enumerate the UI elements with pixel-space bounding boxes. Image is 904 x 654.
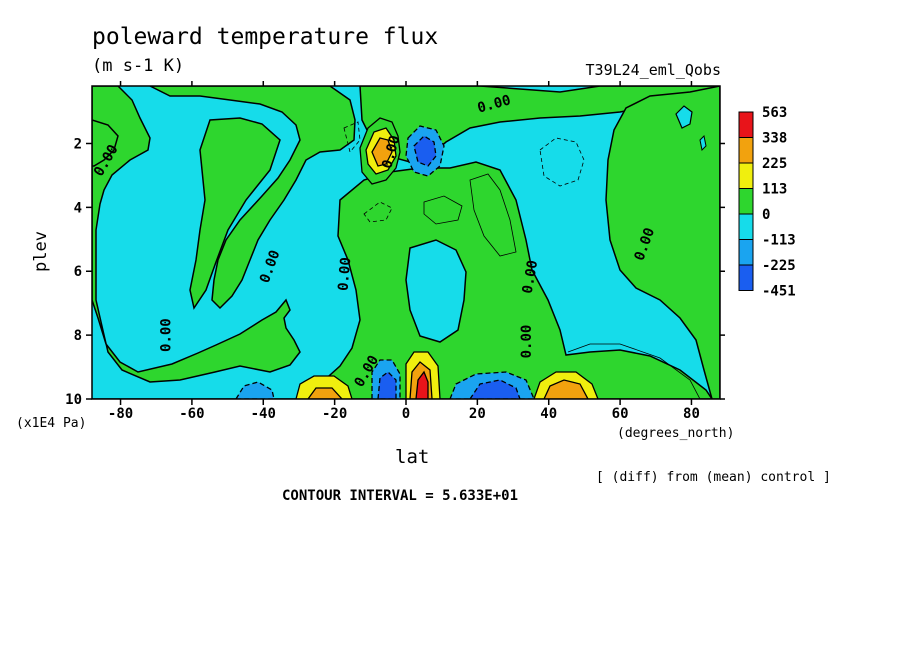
colorbar-swatch	[738, 264, 754, 291]
colorbar-swatch	[738, 239, 754, 266]
contour-region	[189, 117, 281, 310]
x-axis: -80 -60 -40 -20 0 20 40 60 80	[108, 81, 700, 422]
contour-line	[539, 137, 585, 187]
colorbar: 563 338 225 113 0 -113 -225 -451	[738, 105, 796, 300]
dataset-name: T39L24_eml_Qobs	[585, 61, 721, 79]
colorbar-label: 0	[762, 207, 770, 223]
contour-region	[92, 86, 301, 383]
contour-region	[415, 370, 429, 399]
chart-units: (m s-1 K)	[92, 56, 185, 76]
contour-region	[307, 387, 343, 399]
diff-note: [ (diff) from (mean) control ]	[596, 470, 831, 485]
colorbar-swatch	[738, 137, 754, 164]
colorbar-swatch	[738, 111, 754, 138]
colorbar-label: 338	[762, 131, 787, 147]
contour-label: 0.00	[520, 259, 542, 295]
y-axis-label: plev	[31, 231, 51, 272]
colorbar-swatch	[738, 162, 754, 189]
contour-region	[605, 86, 720, 399]
contour-label: 0.00	[159, 318, 175, 352]
y-tick-label: 10	[65, 392, 82, 408]
contour-line	[343, 121, 361, 153]
x-tick-label: -80	[108, 406, 133, 422]
contour-region	[405, 239, 467, 343]
contour-region	[699, 134, 707, 152]
contour-line	[363, 201, 393, 223]
contour-line	[567, 343, 701, 399]
contour-line	[469, 173, 517, 257]
x-tick-label: 40	[540, 406, 557, 422]
contour-region	[235, 381, 275, 399]
contour-region	[371, 137, 393, 167]
x-axis-label: lat	[395, 446, 430, 468]
contour-region	[675, 105, 693, 129]
colorbar-label: -225	[762, 258, 796, 274]
colorbar-label: 563	[762, 105, 787, 121]
x-axis-units: (degrees_north)	[617, 426, 735, 441]
x-tick-label: -40	[251, 406, 276, 422]
colorbar-label: 225	[762, 156, 787, 172]
contour-region	[92, 161, 713, 399]
contour-region	[377, 371, 397, 399]
y-axis: 2 4 6 8 10	[65, 136, 725, 408]
y-tick-label: 2	[74, 136, 82, 152]
contour-label: 0.00	[519, 325, 535, 359]
contour-region	[149, 86, 356, 310]
colorbar-swatch	[738, 188, 754, 215]
x-tick-label: 20	[469, 406, 486, 422]
y-tick-label: 4	[74, 200, 82, 216]
colorbar-label: -113	[762, 233, 796, 249]
contour-region	[469, 379, 521, 399]
x-tick-label: -60	[179, 406, 204, 422]
contour-region	[413, 135, 437, 167]
colorbar-label: -451	[762, 284, 796, 300]
x-tick-label: 0	[402, 406, 410, 422]
colorbar-label: 113	[762, 182, 787, 198]
colorbar-swatch	[738, 213, 754, 240]
y-axis-units: (x1E4 Pa)	[16, 416, 87, 431]
x-tick-label: 80	[683, 406, 700, 422]
contour-label: 0.00	[335, 257, 354, 292]
contour-interval: CONTOUR INTERVAL = 5.633E+01	[282, 488, 519, 504]
y-tick-label: 8	[74, 328, 82, 344]
contour-region	[543, 379, 589, 399]
chart-title: poleward temperature flux	[92, 24, 439, 50]
y-tick-label: 6	[74, 264, 82, 280]
x-tick-label: -20	[322, 406, 347, 422]
x-tick-label: 60	[612, 406, 629, 422]
contour-field	[92, 86, 720, 399]
contour-line	[423, 195, 463, 225]
